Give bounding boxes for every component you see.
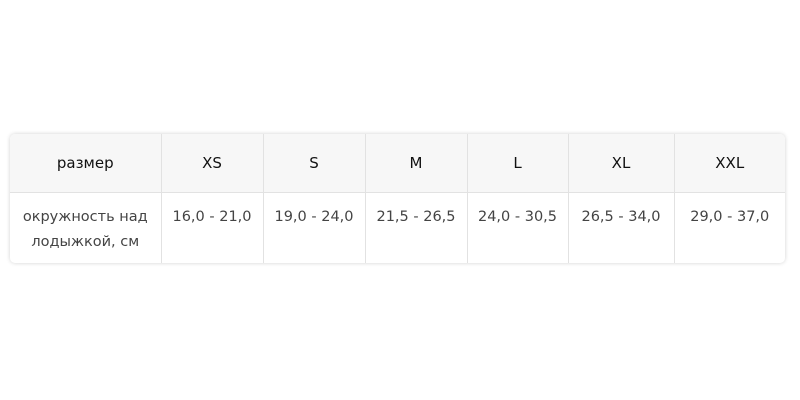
header-l: L	[467, 134, 569, 193]
header-m: M	[365, 134, 468, 193]
header-row: размер XS S M L XL XXL	[10, 134, 785, 193]
size-table: размер XS S M L XL XXL окружность над ло…	[10, 134, 785, 263]
cell-xxl: 29,0 - 37,0	[690, 209, 770, 225]
cell-xs: 16,0 - 21,0	[161, 192, 264, 263]
header-xl: XL	[568, 134, 675, 193]
header-size-label: размер	[10, 134, 162, 193]
header-xxl: XXL	[674, 134, 785, 193]
table-row: окружность над лодыжкой, см 16,0 - 21,0 …	[10, 192, 785, 263]
size-table-container: размер XS S M L XL XXL окружность над ло…	[10, 134, 785, 263]
cell-m: 21,5 - 26,5	[365, 192, 468, 263]
cell-xl: 26,5 - 34,0	[568, 192, 675, 263]
header-xs: XS	[161, 134, 264, 193]
header-s: S	[263, 134, 366, 193]
cell-l: 24,0 - 30,5	[467, 192, 569, 263]
cell-s: 19,0 - 24,0	[263, 192, 366, 263]
row-label: окружность над лодыжкой, см	[10, 192, 162, 263]
